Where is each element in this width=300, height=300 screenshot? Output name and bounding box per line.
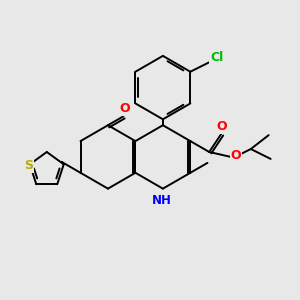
Text: S: S bbox=[24, 159, 33, 172]
Text: O: O bbox=[217, 120, 227, 133]
Text: NH: NH bbox=[152, 194, 172, 207]
Text: O: O bbox=[119, 102, 130, 115]
Text: O: O bbox=[231, 149, 241, 162]
Text: Cl: Cl bbox=[211, 51, 224, 64]
